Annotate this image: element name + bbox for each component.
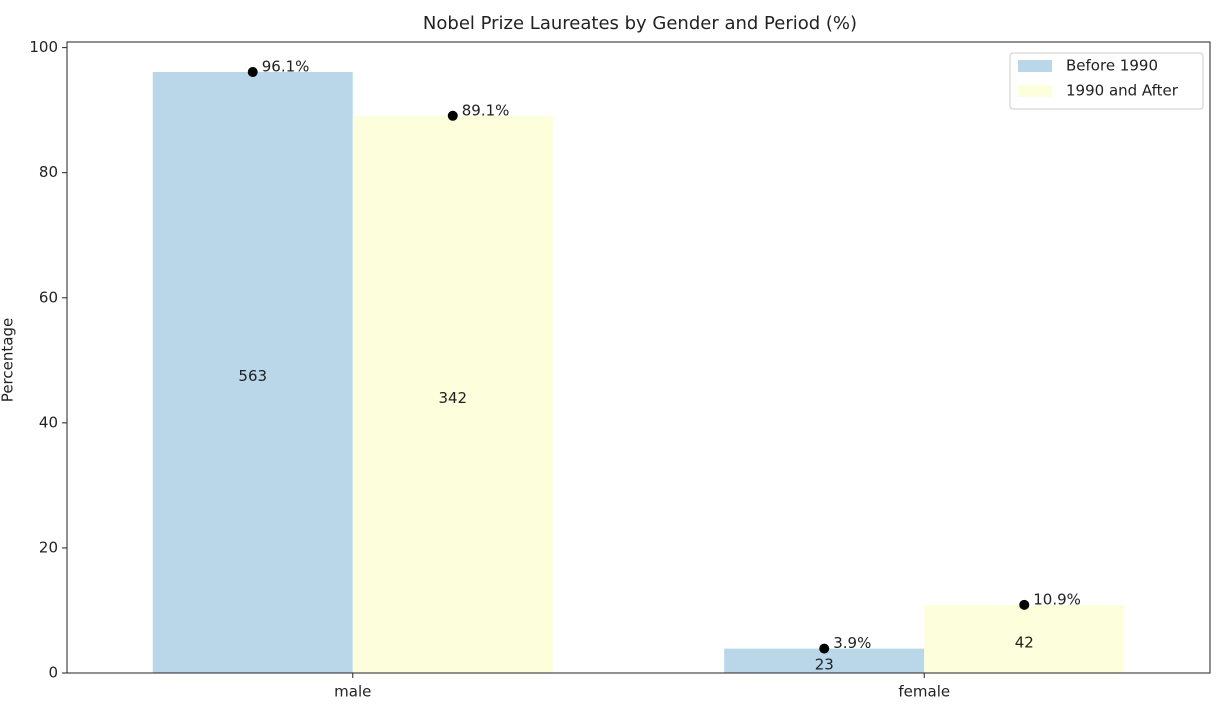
point-marker	[247, 67, 258, 78]
y-tick-label: 80	[39, 163, 58, 181]
value-label: 10.9%	[1033, 590, 1081, 608]
point-marker	[447, 110, 458, 121]
y-tick-label: 40	[39, 413, 58, 431]
point-marker	[1019, 599, 1030, 610]
y-tick-label: 0	[48, 664, 58, 682]
plot-frame	[66, 41, 1211, 674]
y-tick-label: 60	[39, 288, 58, 306]
point-marker	[819, 643, 830, 654]
count-label: 42	[1015, 633, 1034, 651]
count-label: 563	[238, 367, 267, 385]
y-tick-label: 100	[29, 38, 58, 56]
bar	[352, 115, 553, 674]
x-tick-label: male	[334, 683, 371, 701]
bar	[924, 604, 1125, 673]
legend-box	[1009, 52, 1204, 110]
legend-label: 1990 and After	[1066, 82, 1179, 100]
x-tick-label: female	[898, 683, 950, 701]
legend-label: Before 1990	[1066, 57, 1158, 75]
count-label: 23	[815, 655, 834, 673]
y-tick-label: 20	[39, 538, 58, 556]
value-label: 96.1%	[262, 58, 310, 76]
y-axis-label: Percentage	[0, 318, 17, 402]
bar	[152, 72, 353, 674]
count-label: 342	[438, 389, 467, 407]
legend-swatch	[1018, 85, 1052, 97]
chart-title: Nobel Prize Laureates by Gender and Peri…	[423, 13, 857, 34]
value-label: 89.1%	[462, 101, 510, 119]
legend-swatch	[1018, 60, 1052, 72]
value-label: 3.9%	[833, 634, 871, 652]
